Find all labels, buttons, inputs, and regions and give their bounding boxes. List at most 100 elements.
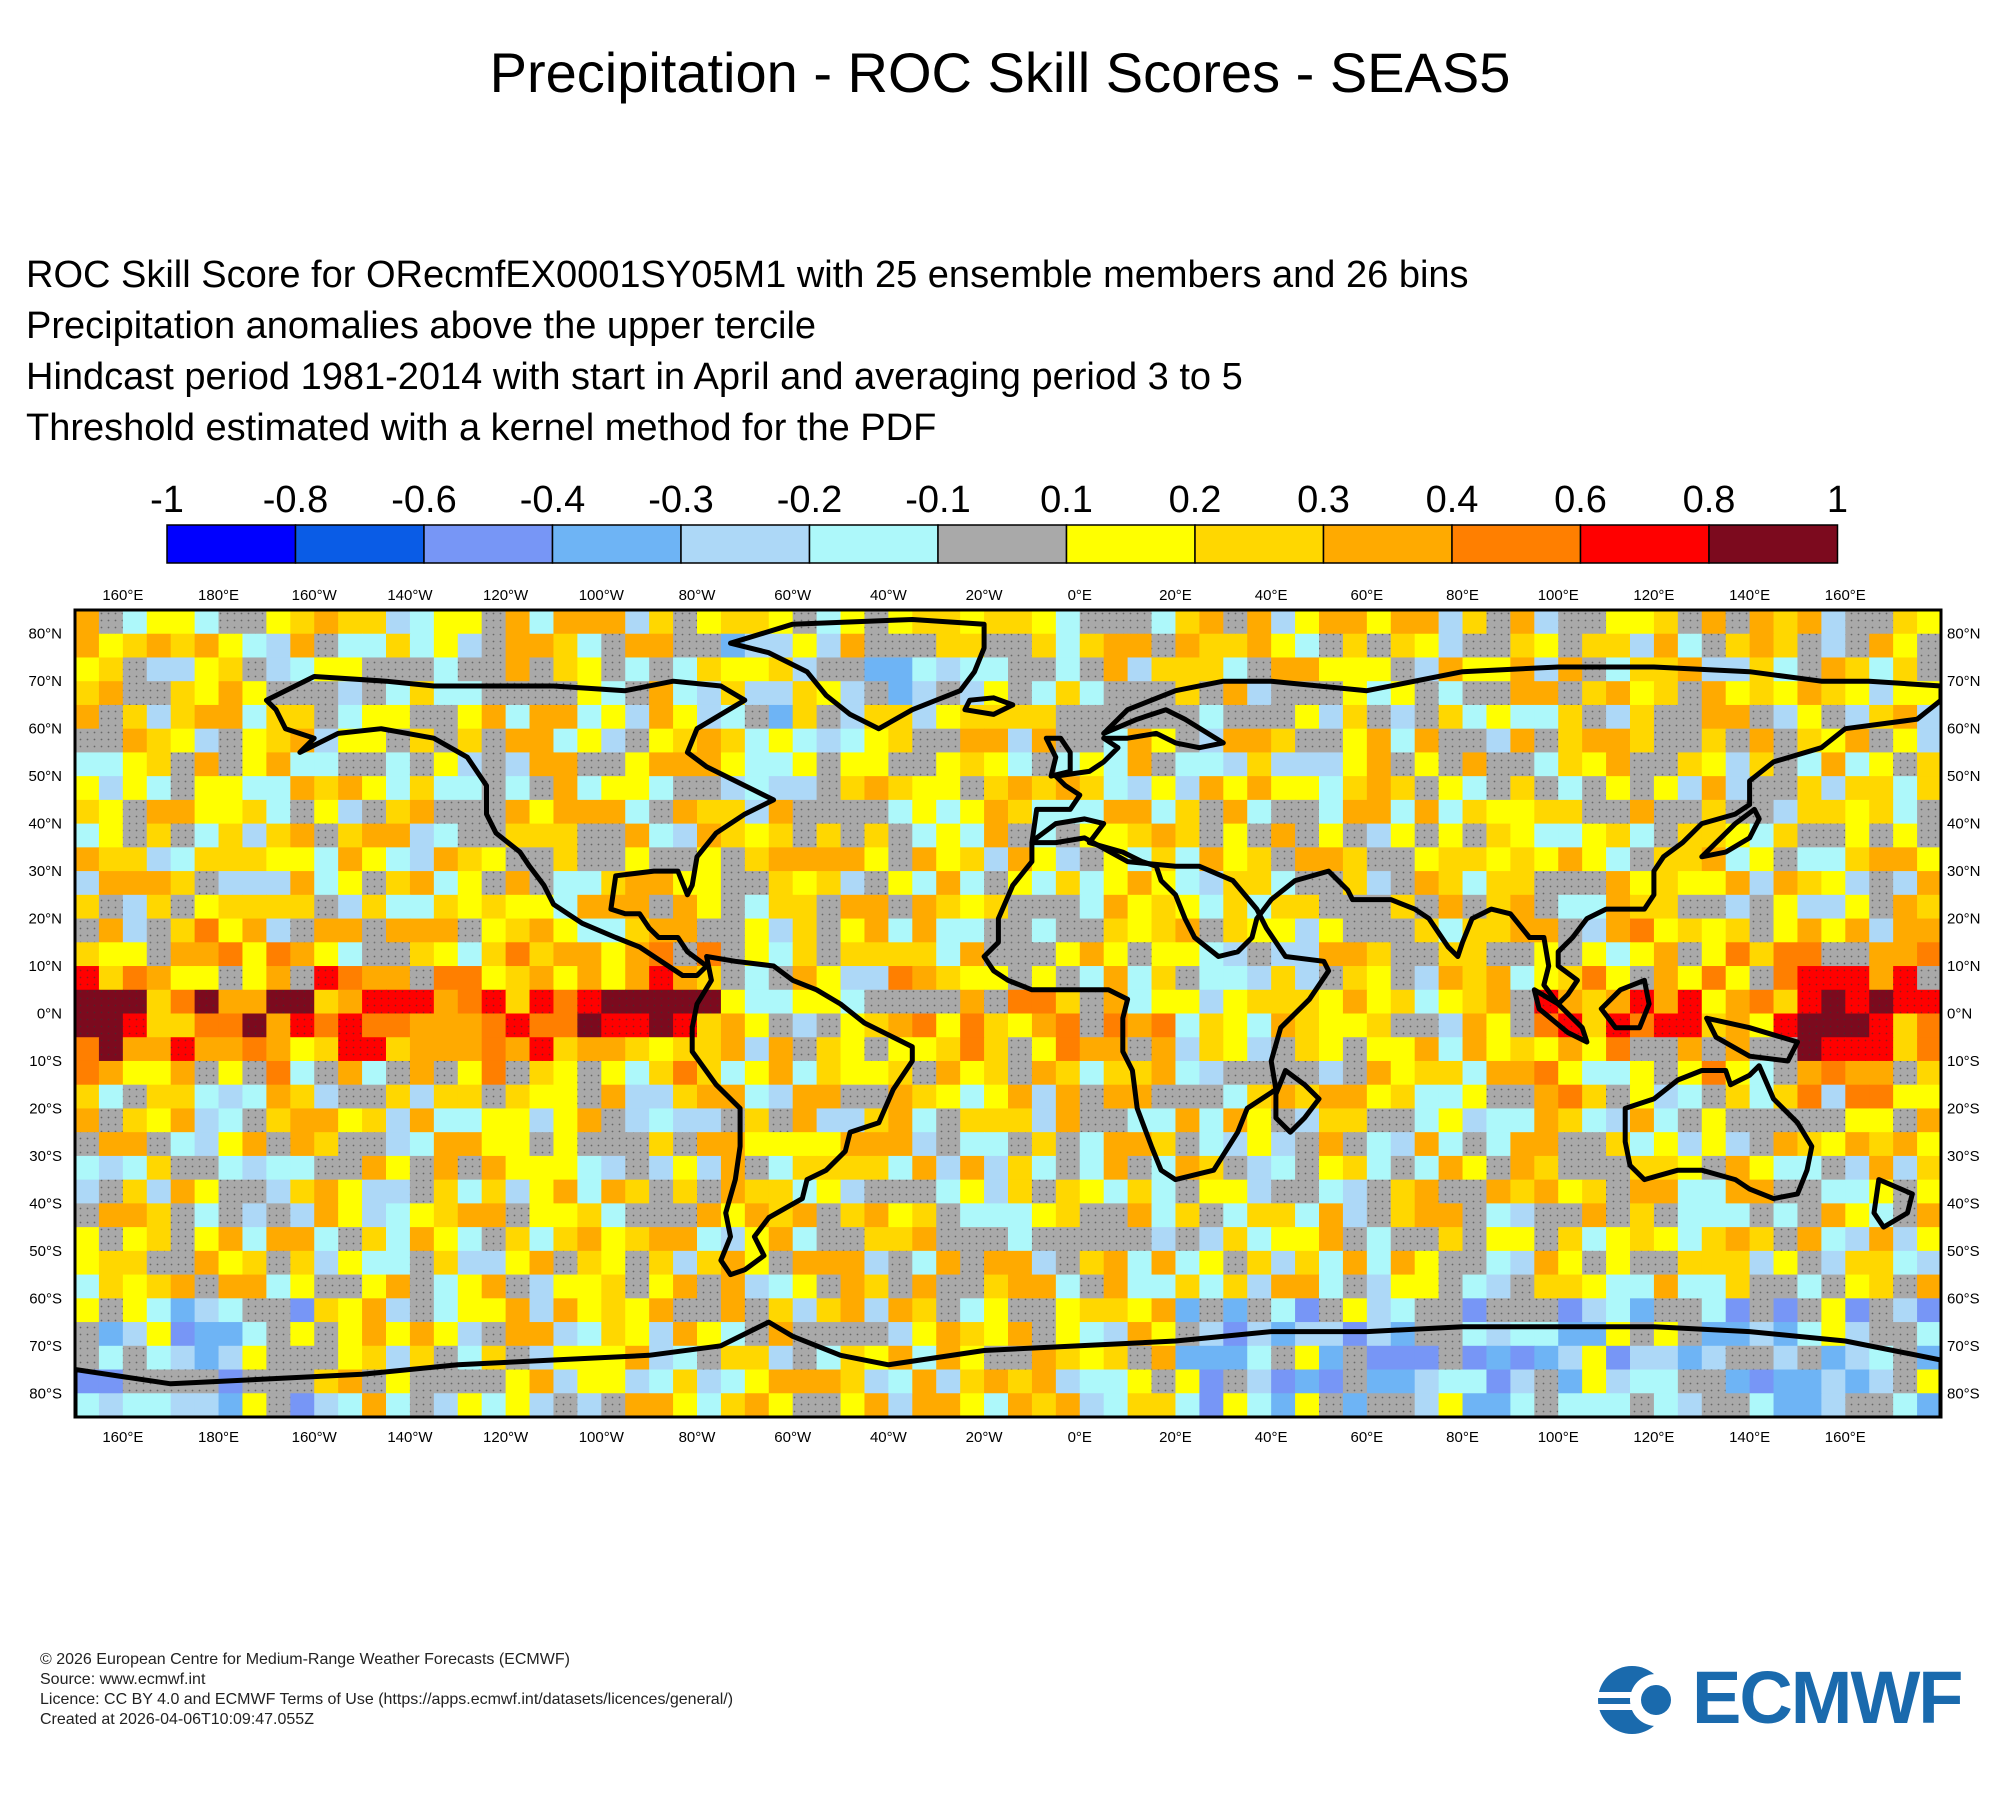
chart-subtitle: ROC Skill Score for ORecmfEX0001SY05M1 w… — [26, 250, 1469, 454]
grid-cell — [912, 1322, 937, 1347]
grid-cell — [1462, 989, 1488, 1015]
significance-dots — [1749, 1132, 1774, 1156]
significance-dots — [744, 871, 769, 895]
grid-cell — [122, 1274, 148, 1299]
lat-tick-label: 60°S — [29, 1290, 62, 1307]
significance-dots — [1390, 918, 1415, 943]
significance-dots — [409, 1369, 434, 1394]
grid-cell — [266, 871, 291, 896]
grid-cell — [457, 1108, 483, 1133]
grid-cell — [984, 610, 1009, 635]
grid-cell — [433, 657, 459, 682]
significance-dots — [816, 1203, 841, 1228]
grid-cell — [553, 1132, 578, 1157]
significance-dots — [314, 1060, 339, 1085]
grid-cell — [1271, 752, 1296, 777]
significance-dots — [1414, 704, 1439, 729]
grid-cell — [122, 918, 148, 943]
grid-cell — [146, 1203, 172, 1228]
grid-cell — [266, 799, 291, 825]
grid-cell — [314, 610, 339, 635]
significance-dots — [1199, 823, 1224, 848]
grid-cell — [1725, 1132, 1751, 1157]
grid-cell — [1797, 1084, 1822, 1110]
grid-cell — [218, 799, 244, 825]
significance-dots — [1366, 1108, 1391, 1133]
grid-cell — [1653, 1132, 1679, 1157]
grid-cell — [888, 776, 913, 801]
significance-dots — [1079, 1274, 1104, 1299]
significance-dots — [1558, 871, 1583, 895]
grid-cell — [1917, 1227, 1941, 1252]
significance-dots — [625, 1250, 650, 1275]
grid-cell — [1653, 1227, 1679, 1252]
grid-cell — [1534, 752, 1559, 777]
grid-cell — [673, 1274, 698, 1299]
grid-cell — [1845, 894, 1870, 920]
grid-cell — [1366, 1345, 1392, 1371]
grid-cell — [1247, 776, 1272, 801]
grid-cell — [1031, 847, 1057, 872]
grid-cell — [98, 1155, 124, 1181]
grid-cell — [1199, 1227, 1224, 1252]
grid-cell — [577, 1393, 602, 1417]
grid-cell — [505, 918, 531, 943]
grid-cell — [1151, 966, 1177, 991]
grid-cell — [601, 799, 626, 825]
grid-cell — [984, 1037, 1009, 1062]
grid-cell — [1008, 1369, 1033, 1394]
grid-cell — [290, 942, 315, 967]
significance-dots — [1127, 681, 1152, 705]
grid-cell — [840, 1298, 866, 1323]
grid-cell — [816, 1060, 842, 1086]
grid-cell — [1031, 633, 1057, 659]
grid-cell — [1582, 1227, 1607, 1252]
grid-cell — [122, 1393, 148, 1417]
grid-cell — [553, 799, 578, 825]
grid-cell — [1175, 1393, 1200, 1417]
grid-cell — [553, 1179, 578, 1204]
grid-cell — [625, 752, 650, 777]
sumatra-coast — [1531, 987, 1590, 1045]
grid-cell — [768, 1132, 794, 1157]
significance-dots — [601, 989, 626, 1014]
grid-cell — [1271, 1369, 1296, 1394]
significance-dots — [1893, 752, 1918, 777]
grid-cell — [1414, 610, 1440, 635]
significance-dots — [266, 1132, 291, 1156]
significance-dots — [1510, 942, 1535, 967]
grid-cell — [98, 1345, 124, 1371]
grid-cell — [720, 1369, 746, 1394]
grid-cell — [1319, 657, 1344, 682]
grid-cell — [1366, 1227, 1392, 1252]
grid-cell — [505, 942, 531, 967]
significance-dots — [1677, 728, 1702, 753]
grid-cell — [744, 1132, 770, 1157]
grid-cell — [457, 989, 483, 1015]
grid-cell — [194, 894, 220, 920]
grid-cell — [1821, 1298, 1846, 1323]
significance-dots — [1773, 776, 1798, 800]
grid-cell — [768, 823, 794, 848]
grid-cell — [1462, 1060, 1488, 1086]
grid-cell — [1917, 871, 1941, 896]
significance-dots — [1319, 1298, 1343, 1323]
grid-cell — [457, 1037, 483, 1062]
grid-cell — [266, 657, 291, 682]
grid-cell — [98, 1393, 124, 1417]
significance-dots — [1414, 776, 1439, 800]
significance-dots — [1342, 918, 1367, 943]
grid-cell — [362, 823, 387, 848]
grid-cell — [768, 1179, 794, 1204]
grid-cell — [1438, 799, 1464, 825]
significance-dots — [170, 776, 195, 800]
grid-cell — [744, 1179, 770, 1204]
significance-dots — [75, 1132, 99, 1156]
grid-cell — [194, 1203, 220, 1228]
grid-cell — [194, 657, 220, 682]
significance-dots — [1414, 823, 1439, 848]
grid-cell — [912, 799, 937, 825]
significance-dots — [1797, 1203, 1822, 1228]
significance-dots — [98, 1227, 123, 1251]
grid-cell — [1175, 1345, 1200, 1371]
